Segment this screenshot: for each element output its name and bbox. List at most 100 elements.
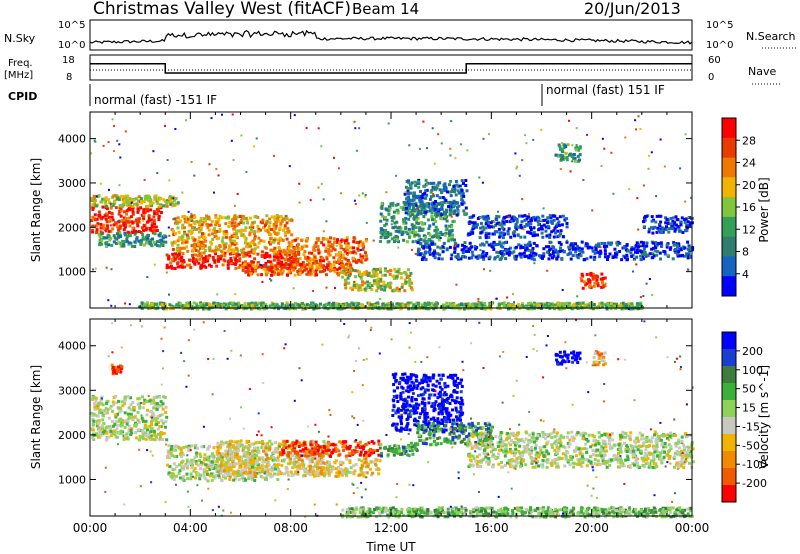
power-data-cell — [310, 305, 314, 309]
vel-data-cell — [156, 432, 160, 436]
power-data-cell — [423, 184, 426, 188]
power-data-cell — [122, 228, 126, 232]
power-data-cell — [439, 230, 443, 234]
power-data-cell — [427, 227, 431, 231]
vel-data-cell — [192, 469, 196, 473]
power-data-cell — [289, 256, 292, 260]
power-data-cell — [202, 307, 206, 311]
power-data-cell — [679, 223, 683, 227]
vel-data-cell — [148, 399, 152, 403]
vel-data-cell — [123, 396, 127, 400]
power-data-cell — [450, 237, 454, 240]
power-data-cell — [153, 212, 157, 216]
power-data-cell — [618, 305, 622, 309]
vel-data-cell — [141, 432, 145, 435]
power-data-cell — [565, 222, 569, 225]
power-data-cell — [256, 307, 260, 311]
power-data-cell — [636, 302, 640, 306]
power-data-cell — [286, 226, 290, 230]
power-data-speckle — [143, 178, 146, 181]
power-data-cell — [558, 145, 562, 149]
vel-data-cell — [111, 409, 115, 413]
vel-data-cell — [185, 460, 189, 464]
vel-data-cell — [127, 424, 131, 428]
power-data-cell — [384, 216, 387, 219]
power-data-cell — [533, 218, 537, 222]
power-data-cell — [227, 216, 231, 220]
power-data-cell — [528, 307, 532, 311]
power-data-cell — [420, 208, 424, 212]
power-data-cell — [342, 266, 345, 269]
power-data-speckle — [124, 130, 127, 133]
power-data-cell — [422, 205, 426, 209]
power-data-cell — [275, 256, 279, 259]
power-data-cell — [214, 234, 218, 238]
power-data-cell — [453, 238, 456, 242]
vel-data-cell — [112, 395, 116, 399]
power-data-cell — [296, 263, 300, 267]
power-data-cell — [272, 230, 276, 234]
vel-data-cell — [132, 406, 135, 410]
vel-data-cell — [276, 478, 280, 481]
power-data-speckle — [645, 282, 648, 285]
power-data-cell — [257, 241, 261, 245]
power-data-cell — [448, 302, 452, 306]
date-label: 20/Jun/2013 — [584, 0, 681, 18]
power-data-cell — [611, 256, 615, 259]
power-data-cell — [392, 226, 396, 230]
vel-data-cell — [111, 432, 115, 436]
power-data-cell — [412, 206, 416, 210]
power-data-cell — [185, 216, 189, 220]
power-data-cell — [192, 214, 196, 218]
power-data-cell — [478, 236, 482, 240]
power-data-cell — [308, 273, 312, 277]
power-data-cell — [589, 271, 593, 275]
power-data-cell — [278, 238, 282, 242]
power-data-cell — [444, 224, 448, 228]
power-data-cell — [686, 256, 690, 260]
power-data-cell — [386, 269, 390, 273]
power-data-speckle — [116, 139, 119, 142]
power-data-cell — [677, 229, 681, 233]
power-data-cell — [201, 260, 205, 264]
power-data-speckle — [522, 228, 525, 231]
power-data-cell — [540, 303, 544, 307]
power-data-cell — [592, 284, 596, 288]
power-data-cell — [234, 229, 238, 233]
power-data-cell — [193, 238, 197, 242]
power-data-cell — [355, 283, 359, 287]
power-data-cell — [473, 221, 477, 225]
power-data-cell — [545, 221, 549, 225]
vel-data-cell — [100, 402, 104, 406]
power-data-cell — [159, 196, 163, 200]
power-data-cell — [650, 219, 654, 223]
beam-label: Beam 14 — [352, 0, 419, 18]
vel-data-cell — [174, 474, 178, 478]
power-data-cell — [149, 238, 153, 242]
power-data-cell — [187, 236, 191, 240]
power-data-cell — [324, 237, 328, 241]
power-data-cell — [237, 253, 241, 257]
power-data-cell — [405, 209, 409, 213]
power-data-cell — [578, 248, 582, 252]
vel-data-cell — [105, 431, 109, 435]
power-data-cell — [119, 214, 123, 218]
power-data-cell — [303, 268, 307, 272]
power-data-cell — [423, 222, 427, 226]
power-data-cell — [175, 303, 179, 307]
power-data-cell — [417, 205, 421, 209]
power-data-cell — [93, 202, 97, 206]
power-data-cell — [131, 226, 135, 230]
power-data-cell — [268, 304, 272, 308]
power-data-cell — [247, 245, 250, 249]
power-data-cell — [197, 239, 201, 243]
power-data-cell — [395, 302, 399, 306]
power-data-speckle — [493, 220, 495, 223]
power-data-cell — [264, 261, 268, 265]
power-data-cell — [487, 232, 491, 236]
power-data-cell — [192, 226, 196, 230]
power-data-cell — [389, 202, 393, 206]
vel-data-cell — [146, 435, 150, 439]
ytick-label: 1000 — [58, 266, 86, 279]
power-data-cell — [262, 267, 266, 271]
